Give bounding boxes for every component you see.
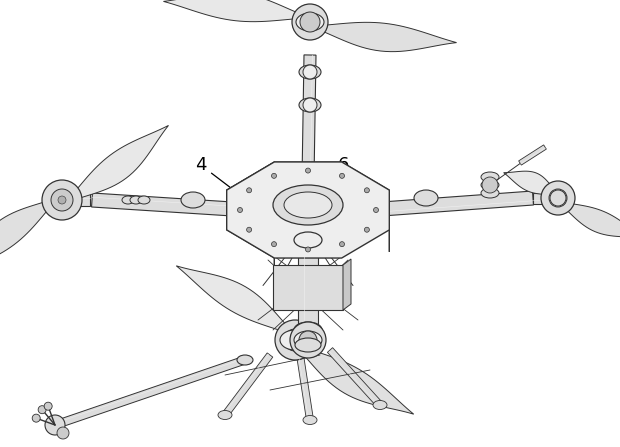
Ellipse shape — [280, 330, 310, 350]
Circle shape — [284, 329, 306, 351]
Polygon shape — [533, 193, 558, 203]
Circle shape — [303, 98, 317, 112]
Polygon shape — [296, 354, 314, 421]
Circle shape — [300, 12, 320, 32]
Circle shape — [340, 242, 345, 247]
Circle shape — [57, 427, 69, 439]
Circle shape — [306, 18, 314, 26]
Ellipse shape — [481, 188, 499, 198]
Ellipse shape — [122, 196, 134, 204]
Circle shape — [340, 173, 345, 178]
Circle shape — [38, 406, 46, 413]
Circle shape — [292, 4, 328, 40]
Circle shape — [44, 402, 52, 410]
Circle shape — [541, 181, 575, 215]
Ellipse shape — [481, 180, 499, 190]
Circle shape — [291, 336, 299, 344]
Ellipse shape — [130, 196, 142, 204]
Polygon shape — [227, 162, 274, 276]
Circle shape — [45, 415, 65, 435]
Polygon shape — [557, 201, 620, 238]
Circle shape — [287, 332, 303, 348]
Circle shape — [550, 190, 566, 206]
Ellipse shape — [273, 185, 343, 225]
Polygon shape — [298, 240, 318, 340]
Circle shape — [306, 247, 311, 252]
Polygon shape — [503, 171, 559, 195]
Ellipse shape — [294, 322, 322, 338]
Circle shape — [32, 414, 40, 422]
Polygon shape — [302, 55, 316, 180]
Circle shape — [42, 180, 82, 220]
Circle shape — [237, 207, 242, 212]
Polygon shape — [64, 126, 169, 203]
Circle shape — [365, 227, 370, 232]
Text: 6: 6 — [335, 156, 350, 211]
Ellipse shape — [294, 232, 322, 248]
Ellipse shape — [294, 331, 322, 349]
Circle shape — [272, 173, 277, 178]
Polygon shape — [273, 265, 343, 310]
Circle shape — [51, 189, 73, 211]
Ellipse shape — [181, 192, 205, 208]
Circle shape — [272, 242, 277, 247]
Ellipse shape — [299, 98, 321, 112]
Ellipse shape — [373, 401, 387, 409]
Circle shape — [299, 331, 317, 349]
Circle shape — [303, 65, 317, 79]
Text: 4: 4 — [195, 156, 270, 218]
Circle shape — [54, 192, 70, 208]
Polygon shape — [342, 162, 389, 252]
Polygon shape — [293, 344, 414, 414]
Ellipse shape — [481, 172, 499, 182]
Circle shape — [290, 322, 326, 358]
Polygon shape — [0, 197, 60, 274]
Circle shape — [549, 189, 567, 207]
Polygon shape — [327, 348, 383, 407]
Ellipse shape — [138, 196, 150, 204]
Ellipse shape — [237, 355, 253, 365]
Ellipse shape — [296, 13, 324, 31]
Circle shape — [302, 14, 318, 30]
Ellipse shape — [303, 416, 317, 425]
Polygon shape — [289, 322, 309, 343]
Polygon shape — [164, 0, 311, 21]
Circle shape — [247, 188, 252, 193]
Circle shape — [247, 227, 252, 232]
Polygon shape — [309, 22, 456, 52]
Polygon shape — [519, 145, 546, 165]
Circle shape — [306, 168, 311, 173]
Polygon shape — [368, 191, 533, 217]
Ellipse shape — [295, 338, 321, 352]
Ellipse shape — [218, 410, 232, 419]
Polygon shape — [222, 353, 273, 417]
Polygon shape — [343, 259, 351, 310]
Ellipse shape — [295, 336, 315, 348]
Circle shape — [373, 207, 378, 212]
Polygon shape — [62, 194, 90, 206]
Ellipse shape — [284, 192, 332, 218]
Circle shape — [482, 177, 498, 193]
Polygon shape — [227, 162, 342, 212]
Ellipse shape — [414, 190, 438, 206]
Circle shape — [58, 196, 66, 204]
Circle shape — [365, 188, 370, 193]
Ellipse shape — [299, 65, 321, 79]
Polygon shape — [176, 266, 297, 337]
Circle shape — [275, 320, 315, 360]
Polygon shape — [54, 356, 246, 429]
Polygon shape — [92, 193, 249, 217]
Polygon shape — [227, 162, 389, 258]
